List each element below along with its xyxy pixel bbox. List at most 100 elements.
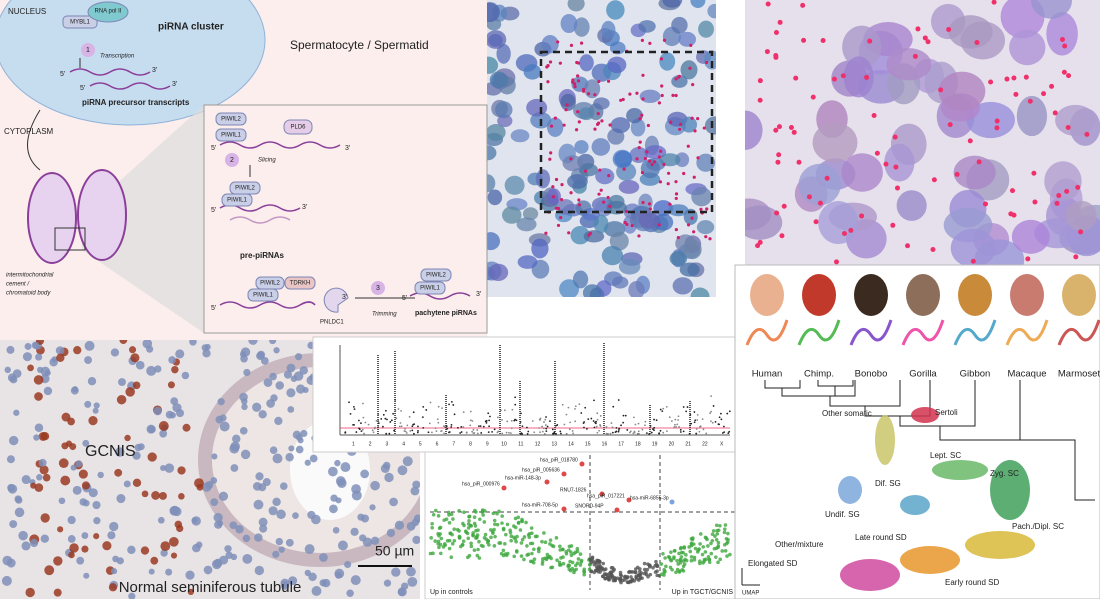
nucleus-cell bbox=[262, 478, 271, 487]
label: 3' bbox=[342, 294, 347, 301]
point bbox=[609, 565, 614, 570]
chromosome-label: 19 bbox=[652, 441, 658, 447]
nucleus-cell bbox=[84, 356, 93, 364]
dot bbox=[659, 149, 663, 153]
point bbox=[444, 517, 449, 521]
point bbox=[544, 479, 550, 485]
snp bbox=[392, 412, 395, 415]
nucleus-cell bbox=[210, 477, 218, 484]
nucleus-cell bbox=[4, 366, 11, 374]
nucleus-cell bbox=[81, 545, 89, 553]
dot bbox=[606, 79, 611, 83]
point bbox=[442, 542, 447, 546]
nucleus-cell bbox=[707, 3, 716, 19]
point bbox=[716, 544, 721, 548]
nucleus-cell bbox=[88, 416, 98, 426]
nucleus-cell bbox=[350, 575, 361, 586]
snp bbox=[472, 428, 475, 431]
nucleus-cell bbox=[97, 471, 104, 479]
point bbox=[700, 552, 705, 557]
point bbox=[599, 491, 605, 497]
nucleus-cell bbox=[87, 377, 97, 386]
nucleus-cell bbox=[31, 341, 40, 350]
snp bbox=[593, 426, 596, 429]
cluster-label: Late round SD bbox=[855, 533, 907, 542]
snp bbox=[641, 428, 644, 431]
nucleus-cell bbox=[40, 513, 50, 523]
point bbox=[630, 577, 635, 582]
snp bbox=[416, 431, 419, 434]
snp bbox=[596, 431, 599, 434]
nucleus-cell bbox=[36, 474, 43, 481]
point bbox=[722, 530, 727, 535]
dot bbox=[676, 236, 680, 240]
point bbox=[654, 559, 658, 564]
nucleus-cell bbox=[487, 56, 499, 74]
point bbox=[513, 516, 518, 521]
point bbox=[681, 569, 686, 573]
nucleus-cell bbox=[116, 493, 126, 504]
chromosome-label: 22 bbox=[702, 441, 708, 447]
nucleus-cell bbox=[118, 378, 126, 387]
snp bbox=[563, 423, 566, 426]
dot bbox=[938, 87, 944, 93]
point bbox=[728, 552, 732, 557]
point bbox=[512, 554, 517, 559]
nucleus-cell bbox=[18, 530, 28, 541]
dot bbox=[586, 92, 591, 96]
nucleus-cell bbox=[311, 586, 322, 596]
label: MYBL1 bbox=[70, 20, 90, 26]
nucleus-cell bbox=[259, 524, 268, 533]
point bbox=[726, 531, 730, 536]
snp bbox=[694, 419, 697, 422]
dot bbox=[660, 84, 664, 88]
snp bbox=[622, 421, 625, 424]
nucleus-cell bbox=[383, 579, 392, 587]
nucleus-cell bbox=[219, 421, 230, 432]
point bbox=[617, 577, 622, 581]
nucleus-cell bbox=[386, 528, 396, 538]
dot bbox=[623, 220, 627, 225]
snp bbox=[717, 423, 720, 426]
nucleus-cell bbox=[159, 492, 167, 500]
nucleus-cell bbox=[130, 353, 140, 363]
nucleus-cell bbox=[572, 270, 589, 289]
cluster-label: Other/mixture bbox=[775, 540, 824, 549]
dot bbox=[702, 126, 706, 130]
nucleus-cell bbox=[92, 500, 101, 510]
dot bbox=[777, 19, 783, 25]
snp bbox=[710, 410, 713, 413]
point bbox=[497, 509, 501, 514]
snp bbox=[693, 411, 696, 413]
snp bbox=[556, 424, 559, 426]
nucleus-cell bbox=[346, 589, 354, 597]
snp bbox=[679, 428, 682, 431]
point bbox=[549, 556, 553, 561]
dot bbox=[788, 124, 794, 130]
snp bbox=[521, 433, 524, 435]
dot bbox=[820, 38, 826, 44]
chromosome-label: 12 bbox=[535, 441, 541, 447]
dot bbox=[573, 85, 577, 89]
point bbox=[501, 485, 507, 491]
nucleus-cell bbox=[55, 346, 65, 355]
nucleus-cell bbox=[151, 491, 160, 500]
point bbox=[481, 513, 485, 517]
snp bbox=[367, 423, 370, 426]
snp bbox=[599, 425, 602, 427]
nucleus-cell bbox=[406, 521, 416, 531]
nucleus-cell bbox=[160, 541, 171, 552]
point bbox=[687, 545, 691, 549]
point bbox=[452, 527, 457, 531]
point bbox=[528, 559, 533, 564]
nucleus-cell bbox=[34, 483, 44, 492]
point bbox=[679, 555, 684, 559]
point bbox=[564, 550, 568, 554]
nucleus-cell bbox=[27, 364, 34, 372]
dot bbox=[674, 227, 678, 232]
label: PIWIL1 bbox=[420, 286, 440, 292]
zoom-box bbox=[539, 50, 714, 214]
dot bbox=[946, 27, 952, 33]
nucleus-cell bbox=[146, 365, 157, 376]
snp bbox=[674, 418, 677, 421]
